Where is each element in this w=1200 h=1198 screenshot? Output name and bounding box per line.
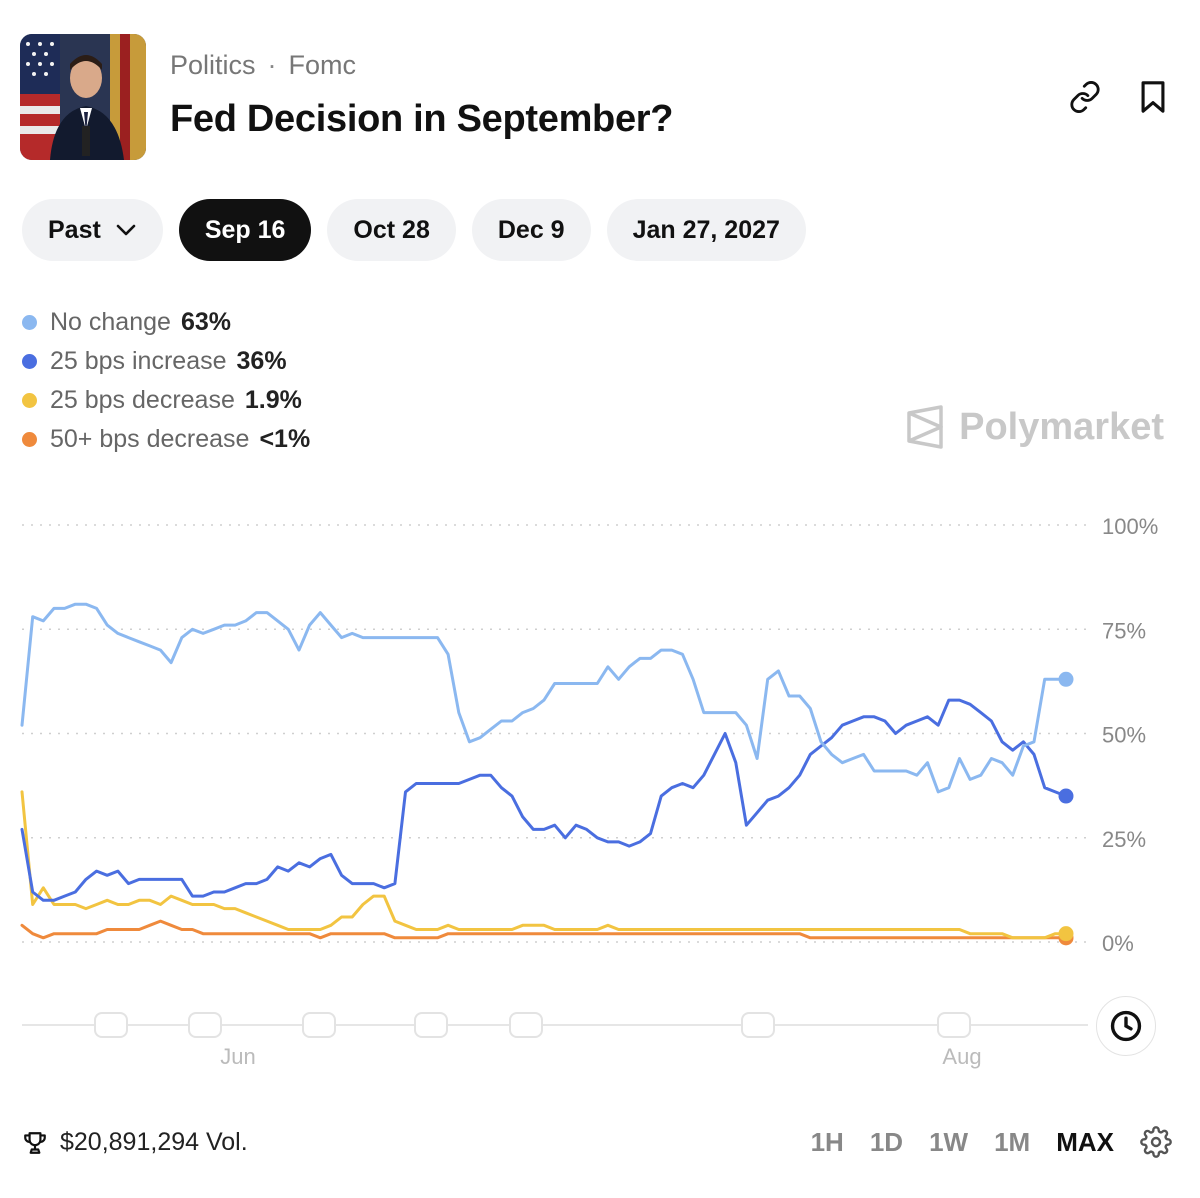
- brand-name: Polymarket: [959, 405, 1164, 448]
- range-1w[interactable]: 1W: [929, 1126, 969, 1157]
- y-tick-label: 25%: [1102, 827, 1146, 852]
- series-line: [20, 698, 1068, 902]
- legend-swatch: [22, 315, 37, 330]
- market-thumbnail: [20, 34, 146, 160]
- tab-sep-16[interactable]: Sep 16: [178, 199, 312, 261]
- x-tick-label: Jun: [220, 1044, 255, 1069]
- breadcrumb-separator: ·: [267, 50, 277, 80]
- scrubber-marker[interactable]: [302, 1012, 336, 1038]
- tab-label: Past: [48, 215, 101, 244]
- scrubber-marker[interactable]: [188, 1012, 222, 1038]
- y-tick-label: 50%: [1102, 723, 1146, 748]
- clock-icon: [1110, 1010, 1142, 1042]
- y-tick-label: 100%: [1102, 514, 1158, 539]
- chart-lines: [20, 602, 1068, 940]
- legend-name: No change: [50, 308, 171, 336]
- gear-icon[interactable]: [1140, 1126, 1172, 1158]
- chart-legend: No change 63% 25 bps increase 36% 25 bps…: [22, 303, 310, 459]
- series-line: [20, 602, 1068, 794]
- scrubber-marker[interactable]: [94, 1012, 128, 1038]
- series-endpoint: [1058, 926, 1074, 942]
- legend-name: 50+ bps decrease: [50, 425, 250, 453]
- page-title: Fed Decision in September?: [170, 98, 674, 140]
- link-icon: [1070, 81, 1100, 113]
- date-tabs: Past Sep 16 Oct 28 Dec 9 Jan 27, 2027: [22, 199, 806, 261]
- tab-oct-28[interactable]: Oct 28: [327, 199, 456, 261]
- scrubber-marker[interactable]: [509, 1012, 543, 1038]
- time-range-selector: 1H 1D 1W 1M MAX: [811, 1126, 1172, 1158]
- legend-name: 25 bps decrease: [50, 386, 235, 414]
- legend-swatch: [22, 432, 37, 447]
- series-endpoint: [1058, 671, 1074, 687]
- range-1m[interactable]: 1M: [994, 1126, 1031, 1157]
- legend-value: 1.9%: [244, 386, 302, 414]
- chart-endpoints: [1058, 671, 1074, 946]
- scrubber-marker[interactable]: [414, 1012, 448, 1038]
- time-scrubber[interactable]: [22, 1012, 1088, 1038]
- series-endpoint: [1058, 788, 1074, 804]
- x-tick-label: Aug: [942, 1044, 981, 1069]
- y-tick-label: 75%: [1102, 618, 1146, 643]
- y-tick-label: 0%: [1102, 931, 1134, 956]
- chart-grid: [22, 524, 1088, 943]
- volume-info: $20,891,294 Vol.: [22, 1128, 248, 1157]
- tag-link[interactable]: Fomc: [288, 50, 357, 80]
- legend-value: 36%: [236, 347, 287, 375]
- volume-text: $20,891,294 Vol.: [60, 1128, 248, 1156]
- chevron-down-icon: [116, 224, 136, 236]
- y-axis-ticks: 100% 75% 50% 25% 0%: [1102, 514, 1158, 956]
- series-line: [20, 790, 1068, 940]
- series-line: [20, 919, 1068, 940]
- legend-swatch: [22, 393, 37, 408]
- category-link[interactable]: Politics: [170, 50, 256, 80]
- breadcrumb: Politics · Fomc: [170, 50, 356, 81]
- price-chart: 100% 75% 50% 25% 0% Jun Aug: [20, 514, 1158, 1069]
- legend-item-25-bps-decrease: 25 bps decrease 1.9%: [22, 381, 310, 420]
- tab-label: Jan 27, 2027: [632, 215, 780, 244]
- brand-watermark: Polymarket: [905, 405, 1164, 449]
- tab-label: Oct 28: [353, 215, 430, 244]
- bookmark-icon: [1141, 81, 1165, 113]
- polymarket-logo-icon: [907, 405, 943, 449]
- scrubber-marker[interactable]: [937, 1012, 971, 1038]
- legend-swatch: [22, 354, 37, 369]
- scrubber-marker[interactable]: [741, 1012, 775, 1038]
- copy-link-button[interactable]: [1066, 78, 1104, 116]
- tab-jan-27-2027[interactable]: Jan 27, 2027: [606, 199, 806, 261]
- legend-item-no-change: No change 63%: [22, 303, 310, 342]
- legend-value: <1%: [259, 425, 311, 453]
- range-1d[interactable]: 1D: [869, 1126, 904, 1157]
- range-max[interactable]: MAX: [1056, 1126, 1114, 1157]
- range-1h[interactable]: 1H: [810, 1126, 844, 1157]
- trophy-icon: [24, 1131, 46, 1154]
- tab-label: Dec 9: [497, 215, 565, 244]
- legend-item-50-bps-decrease: 50+ bps decrease <1%: [22, 420, 310, 459]
- legend-name: 25 bps increase: [50, 347, 227, 375]
- legend-value: 63%: [180, 308, 231, 336]
- tab-dec-9[interactable]: Dec 9: [471, 199, 591, 261]
- tab-label: Sep 16: [204, 215, 286, 244]
- history-button[interactable]: [1096, 996, 1156, 1056]
- x-axis-labels: Jun Aug: [220, 1044, 981, 1069]
- tab-past[interactable]: Past: [22, 199, 163, 261]
- legend-item-25-bps-increase: 25 bps increase 36%: [22, 342, 310, 381]
- bookmark-button[interactable]: [1134, 78, 1172, 116]
- header-actions: [1066, 78, 1172, 116]
